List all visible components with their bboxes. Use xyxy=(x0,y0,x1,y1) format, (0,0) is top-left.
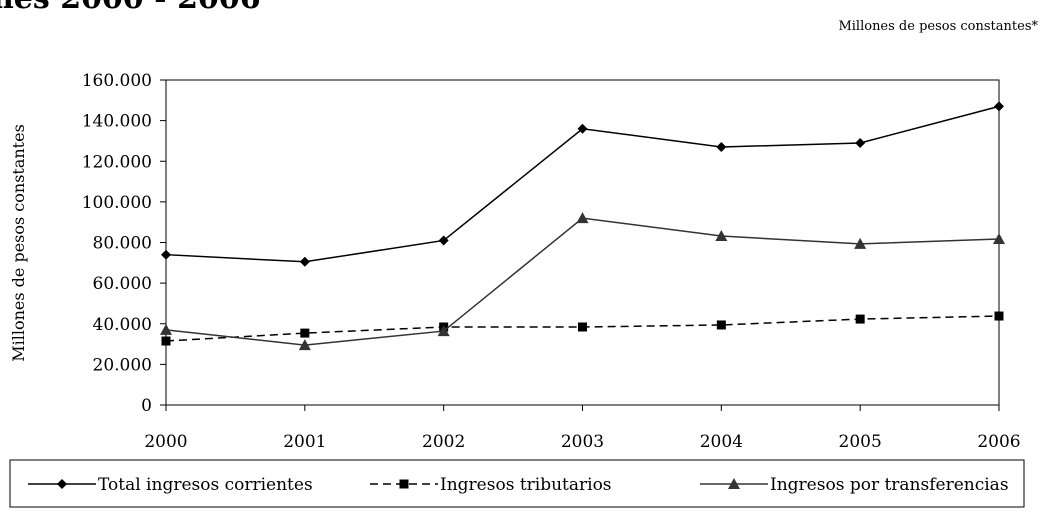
data-point xyxy=(161,336,171,346)
data-point xyxy=(161,249,171,260)
data-point xyxy=(994,101,1004,112)
data-point xyxy=(438,235,449,246)
legend-box xyxy=(9,459,1025,508)
data-point xyxy=(298,339,311,351)
data-point xyxy=(855,314,865,324)
data-point xyxy=(576,212,589,224)
y-tick-label: 160.000 xyxy=(82,71,152,91)
legend-label: Ingresos tributarios xyxy=(440,475,612,495)
legend-marker xyxy=(399,479,409,489)
data-point xyxy=(299,256,310,267)
data-point xyxy=(577,123,588,134)
x-tick-label: 2002 xyxy=(422,432,465,452)
y-tick-label: 20.000 xyxy=(93,355,152,375)
x-tick-label: 2004 xyxy=(700,432,743,452)
x-tick-label: 2003 xyxy=(561,432,604,452)
data-point xyxy=(715,230,728,241)
legend-label: Total ingresos corrientes xyxy=(98,475,313,495)
legend-marker xyxy=(57,479,67,489)
y-tick-label: 140.000 xyxy=(82,112,152,132)
y-tick-label: 40.000 xyxy=(93,315,152,335)
x-tick-label: 2005 xyxy=(839,432,882,452)
x-tick-label: 2000 xyxy=(144,432,187,452)
x-tick-label: 2001 xyxy=(283,432,326,452)
y-tick-label: 80.000 xyxy=(93,234,152,254)
chart-subtitle: Millones de pesos constantes* xyxy=(838,19,1038,34)
legend-marker xyxy=(728,478,740,489)
data-point xyxy=(994,311,1004,321)
data-point xyxy=(854,237,867,249)
y-tick-label: 120.000 xyxy=(82,152,152,172)
data-point xyxy=(437,325,450,337)
data-point xyxy=(855,137,866,148)
x-tick-label: 2006 xyxy=(977,432,1020,452)
data-point xyxy=(716,142,727,153)
data-point xyxy=(716,320,726,330)
y-tick-label: 60.000 xyxy=(93,274,152,294)
data-point xyxy=(578,322,587,332)
data-point xyxy=(993,233,1005,245)
data-point xyxy=(160,323,172,335)
data-point xyxy=(300,328,310,338)
legend-label: Ingresos por transferencias xyxy=(770,475,1009,495)
y-tick-label: 100.000 xyxy=(82,193,152,213)
y-tick-label: 0 xyxy=(141,396,152,416)
chart-title: nes 2000 - 2006 xyxy=(0,0,261,16)
y-axis-label: Millones de pesos constantes xyxy=(9,124,28,362)
